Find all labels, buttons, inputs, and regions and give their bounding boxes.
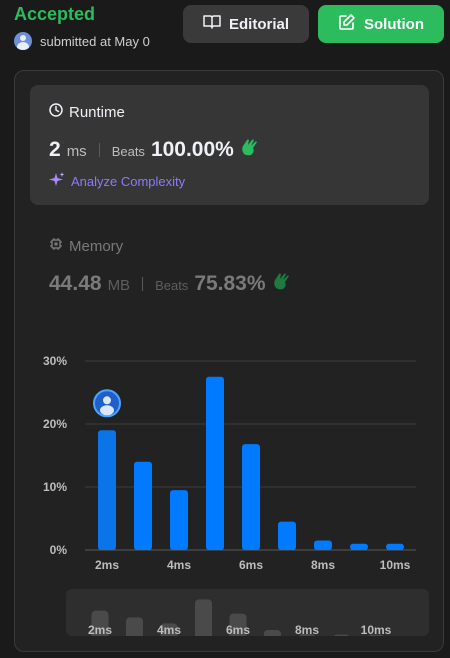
chip-icon bbox=[49, 237, 63, 255]
editorial-button[interactable]: Editorial bbox=[183, 5, 309, 43]
memory-label: Memory bbox=[69, 237, 124, 255]
submitted-text: submitted at May 0 bbox=[40, 33, 150, 49]
memory-value: 44.48 bbox=[49, 272, 102, 295]
runtime-card[interactable] bbox=[30, 85, 429, 205]
memory-unit: MB bbox=[107, 277, 131, 294]
edit-icon bbox=[338, 13, 356, 35]
clap-icon bbox=[240, 138, 260, 161]
analyze-complexity-link[interactable]: Analyze Complexity bbox=[49, 172, 185, 191]
memory-beats-label: Beats bbox=[155, 278, 189, 293]
memory-label-row[interactable]: Memory bbox=[49, 237, 123, 255]
solution-label: Solution bbox=[364, 15, 424, 33]
divider bbox=[142, 277, 144, 291]
solution-button[interactable]: Solution bbox=[318, 5, 444, 43]
runtime-metric: 2 ms Beats 100.00% bbox=[49, 138, 260, 162]
submitted-row: submitted at May 0 bbox=[14, 32, 166, 50]
clock-icon bbox=[49, 103, 63, 121]
runtime-unit: ms bbox=[66, 143, 87, 160]
book-icon bbox=[203, 14, 221, 34]
memory-metric: 44.48 MB Beats 75.83% bbox=[49, 272, 292, 296]
runtime-value: 2 bbox=[49, 138, 61, 161]
runtime-beats-label: Beats bbox=[111, 144, 145, 159]
range-selector[interactable] bbox=[66, 589, 429, 636]
runtime-label: Runtime bbox=[69, 103, 125, 121]
editorial-label: Editorial bbox=[228, 15, 289, 33]
sparkle-icon bbox=[49, 172, 65, 191]
status-title: Accepted bbox=[14, 4, 96, 24]
divider bbox=[98, 143, 100, 157]
avatar[interactable] bbox=[14, 32, 32, 50]
runtime-label-row: Runtime bbox=[49, 103, 125, 121]
analyze-label: Analyze Complexity bbox=[71, 174, 186, 189]
memory-beats-pct: 75.83% bbox=[194, 272, 266, 295]
runtime-beats-pct: 100.00% bbox=[150, 138, 234, 161]
clap-icon bbox=[272, 272, 292, 295]
